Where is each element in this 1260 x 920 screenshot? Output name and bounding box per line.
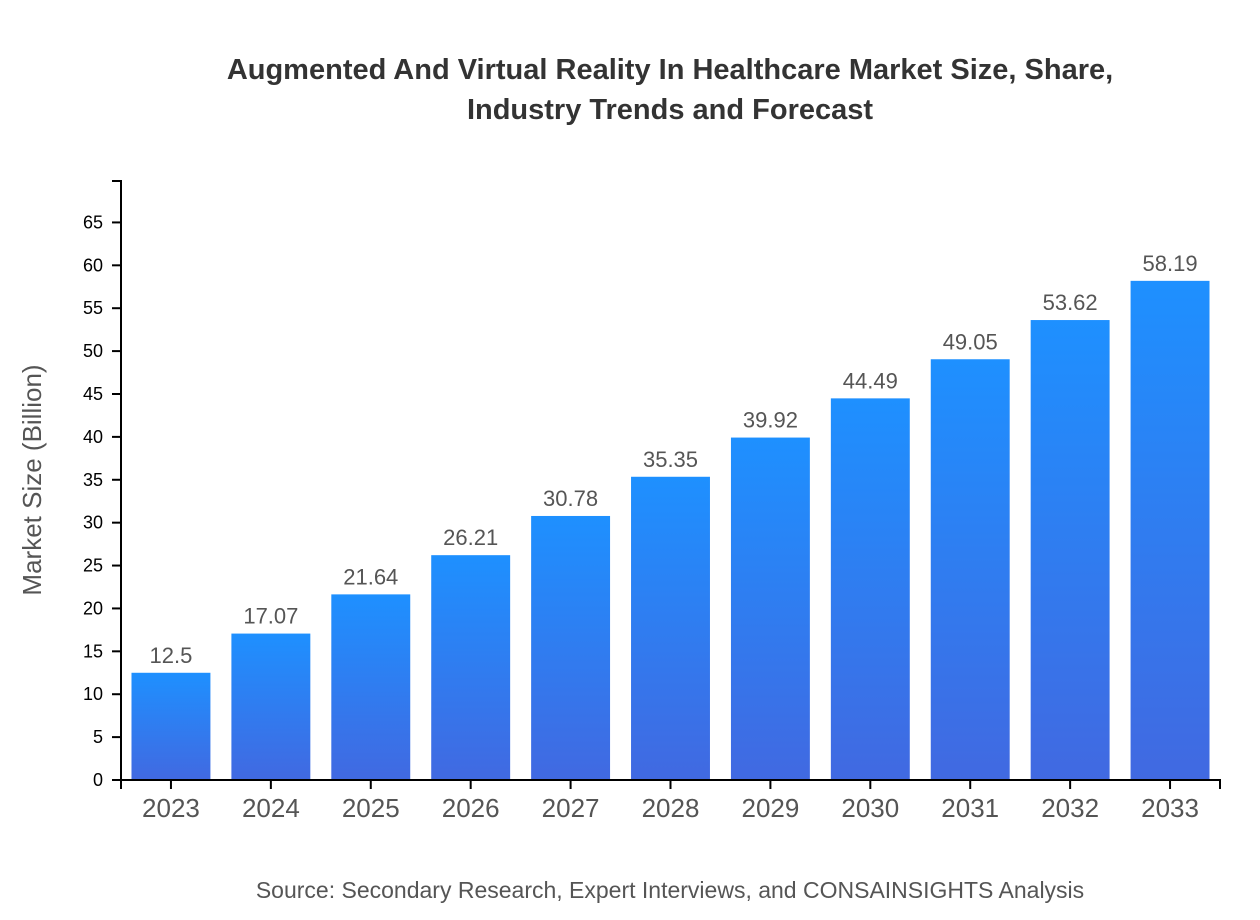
x-tick-label: 2030 <box>841 793 899 823</box>
data-label: 30.78 <box>543 486 598 511</box>
y-tick-label: 5 <box>93 727 103 747</box>
chart-title: Augmented And Virtual Reality In Healthc… <box>0 50 1260 130</box>
bar-2030 <box>830 398 910 780</box>
x-tick-label: 2026 <box>442 793 500 823</box>
x-tick-label: 2025 <box>342 793 400 823</box>
y-tick-label: 0 <box>93 770 103 790</box>
bar-2029 <box>730 437 810 780</box>
x-axis: 2023 2024 2025 2026 2027 2028 2029 2030 2031 2032… <box>120 779 1221 823</box>
data-label: 39.92 <box>743 408 798 433</box>
chart-title-line-2: Industry Trends and Forecast <box>466 94 874 126</box>
data-label: 53.62 <box>1043 290 1098 315</box>
bar-2033 <box>1130 280 1210 780</box>
data-label: 21.64 <box>343 564 398 589</box>
x-axis-line <box>120 779 1221 789</box>
x-tick-label: 2024 <box>242 793 300 823</box>
x-tick-label: 2027 <box>542 793 600 823</box>
source-note: Source: Secondary Research, Expert Inter… <box>255 877 1085 903</box>
y-tick-label: 25 <box>83 556 103 576</box>
data-label: 12.5 <box>150 643 193 668</box>
x-tick-label: 2033 <box>1141 793 1199 823</box>
y-tick-label: 45 <box>83 384 103 404</box>
bars-group: 12.5 17.07 21.64 26.21 30.78 35.35 39.92 44.49 4… <box>131 251 1210 780</box>
data-label: 26.21 <box>443 525 498 550</box>
data-label: 49.05 <box>943 329 998 354</box>
y-tick-label: 55 <box>83 298 103 318</box>
bar-2023 <box>131 672 211 780</box>
y-tick-label: 30 <box>83 513 103 533</box>
x-tick-label: 2032 <box>1041 793 1099 823</box>
y-tick-label: 20 <box>83 598 103 618</box>
bar-2025 <box>331 594 411 780</box>
y-tick-label: 10 <box>83 684 103 704</box>
data-label: 35.35 <box>643 447 698 472</box>
y-tick-label: 15 <box>83 641 103 661</box>
bar-2031 <box>930 359 1010 780</box>
y-tick-label: 40 <box>83 427 103 447</box>
data-label: 17.07 <box>243 604 298 629</box>
x-tick-label: 2031 <box>941 793 999 823</box>
y-tick-label: 65 <box>83 212 103 232</box>
x-tick-label: 2028 <box>642 793 700 823</box>
data-label: 58.19 <box>1143 251 1198 276</box>
y-tick-label: 50 <box>83 341 103 361</box>
bar-2032 <box>1030 320 1110 780</box>
y-axis-label: Market Size (Billion) <box>17 364 47 595</box>
y-tick-label: 60 <box>83 255 103 275</box>
chart-title-line-1: Augmented And Virtual Reality In Healthc… <box>226 54 1114 86</box>
bar-2026 <box>431 555 511 780</box>
x-tick-label: 2029 <box>741 793 799 823</box>
x-tick-label: 2023 <box>142 793 200 823</box>
bar-2024 <box>231 633 311 780</box>
y-tick-label: 35 <box>83 470 103 490</box>
bar-2027 <box>531 515 611 780</box>
data-label: 44.49 <box>843 368 898 393</box>
bar-2028 <box>631 476 710 780</box>
y-axis: 0 5 10 15 20 25 30 35 40 45 50 55 60 65 <box>83 180 122 790</box>
